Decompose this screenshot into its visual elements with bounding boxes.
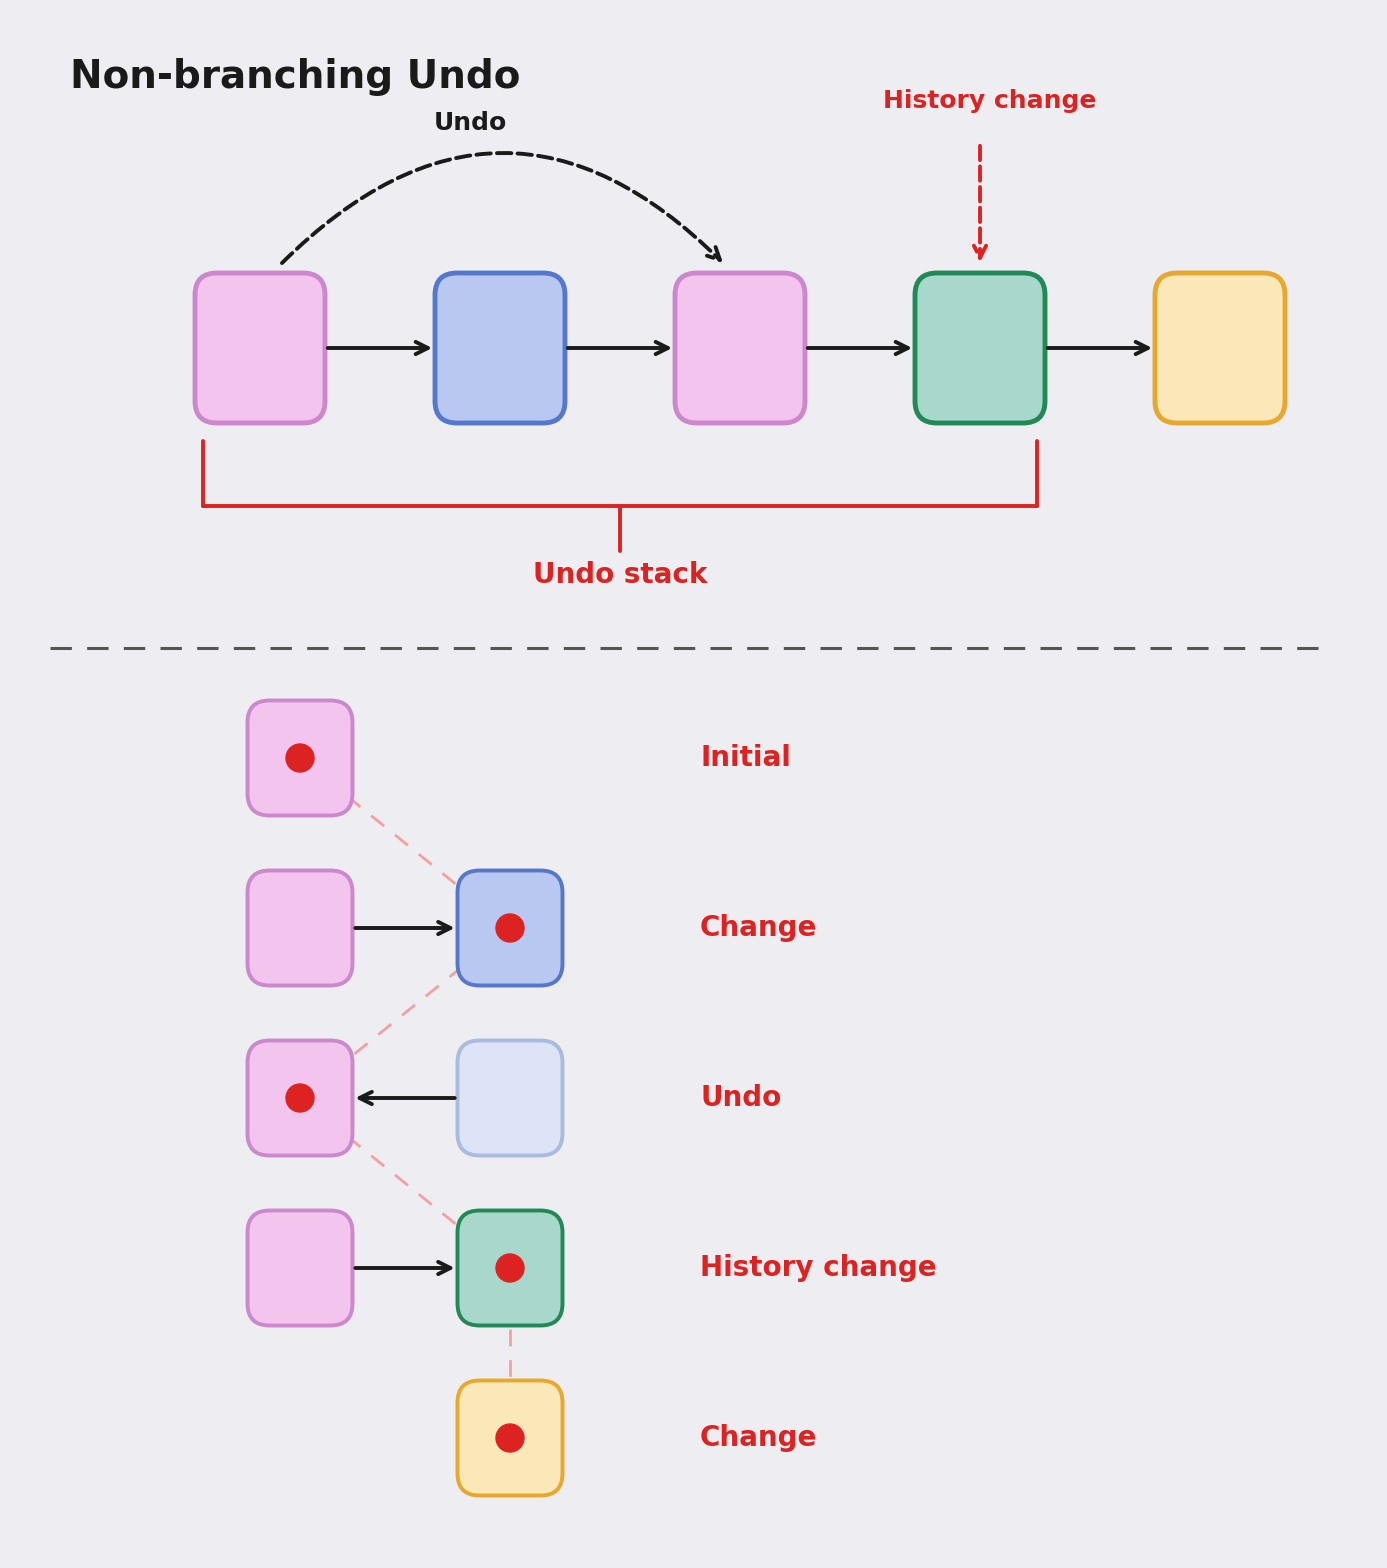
Text: Change: Change xyxy=(700,1424,817,1452)
FancyBboxPatch shape xyxy=(1155,273,1284,423)
FancyBboxPatch shape xyxy=(247,870,352,986)
Text: Change: Change xyxy=(700,914,817,942)
FancyBboxPatch shape xyxy=(247,1041,352,1156)
FancyBboxPatch shape xyxy=(458,870,563,986)
Text: Undo: Undo xyxy=(700,1083,781,1112)
FancyBboxPatch shape xyxy=(196,273,325,423)
FancyBboxPatch shape xyxy=(458,1210,563,1325)
FancyBboxPatch shape xyxy=(458,1041,563,1156)
Circle shape xyxy=(286,743,313,771)
Circle shape xyxy=(497,1254,524,1283)
Circle shape xyxy=(497,914,524,942)
FancyBboxPatch shape xyxy=(247,1210,352,1325)
FancyBboxPatch shape xyxy=(675,273,804,423)
Circle shape xyxy=(286,1083,313,1112)
FancyBboxPatch shape xyxy=(436,273,565,423)
Text: Non-branching Undo: Non-branching Undo xyxy=(69,58,520,96)
Text: History change: History change xyxy=(700,1254,936,1283)
Text: Undo: Undo xyxy=(433,111,506,135)
FancyBboxPatch shape xyxy=(915,273,1044,423)
Text: Undo stack: Undo stack xyxy=(533,561,707,590)
Text: Initial: Initial xyxy=(700,743,791,771)
Text: History change: History change xyxy=(884,89,1097,113)
FancyBboxPatch shape xyxy=(247,701,352,815)
Circle shape xyxy=(497,1424,524,1452)
FancyBboxPatch shape xyxy=(458,1380,563,1496)
